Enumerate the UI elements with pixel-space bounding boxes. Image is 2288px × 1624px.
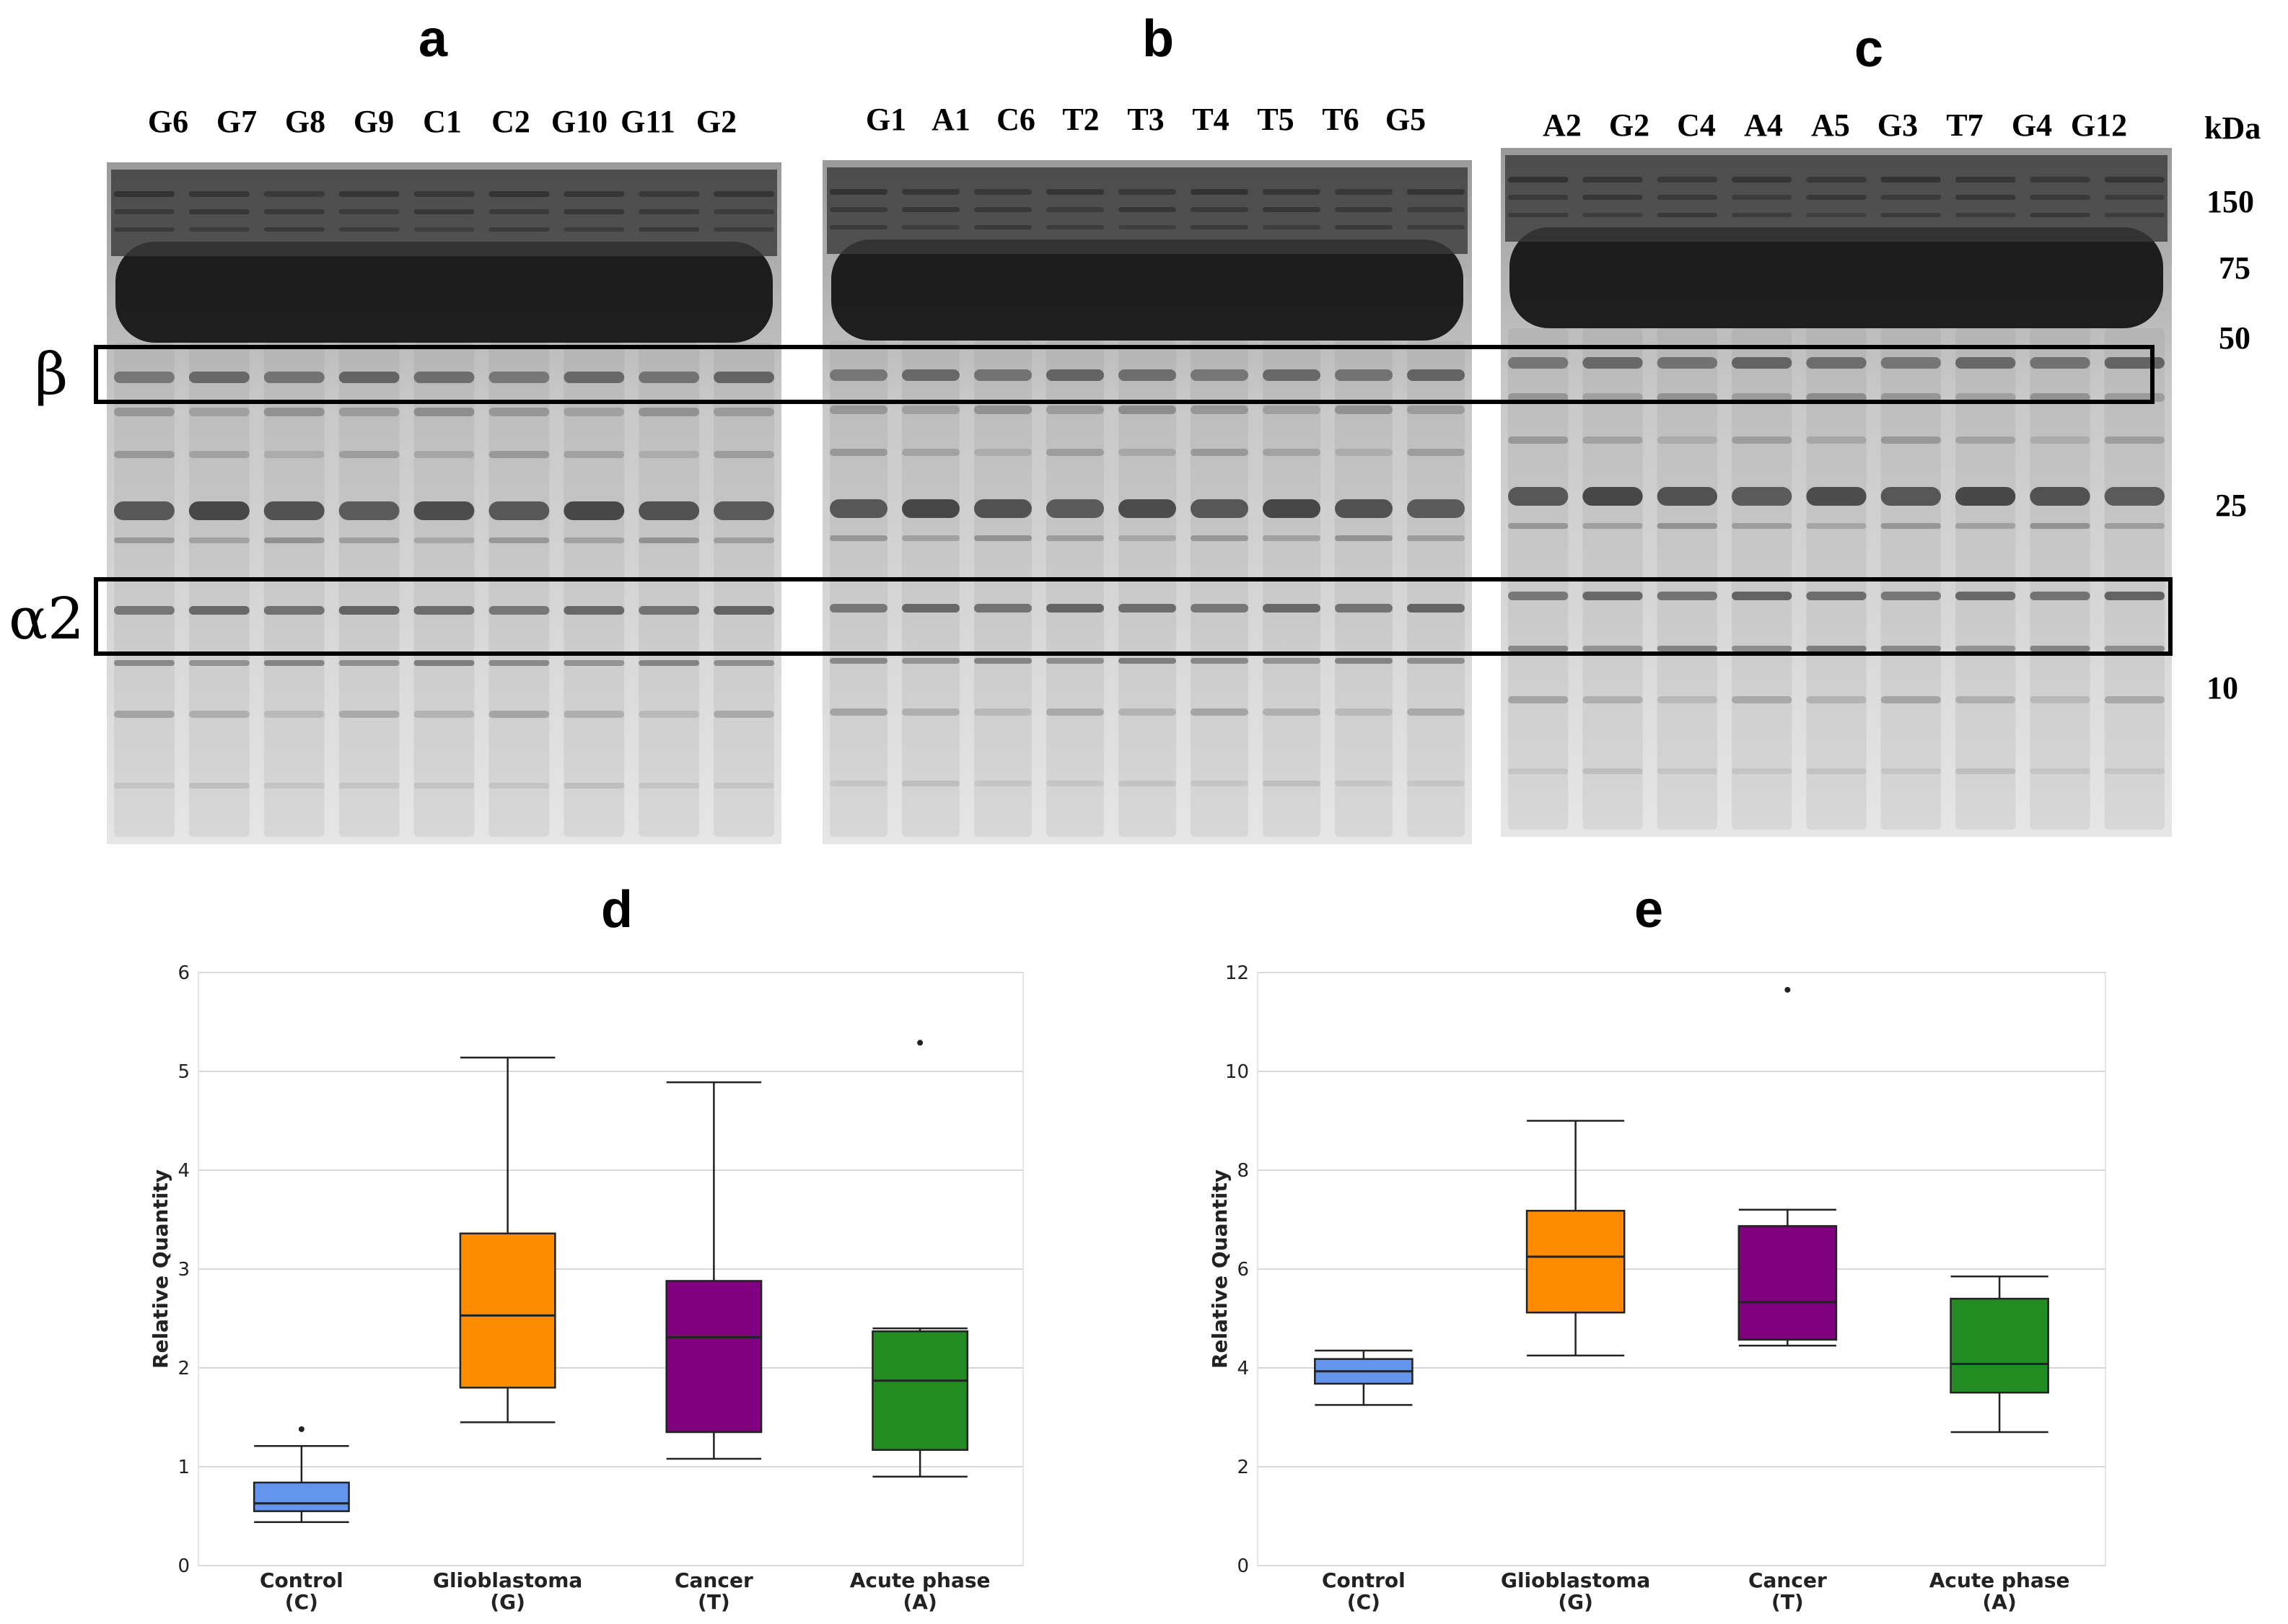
y-tick-label: 12 [1225, 962, 1249, 984]
outlier-point [917, 1040, 924, 1046]
y-tick-label: 2 [177, 1358, 190, 1379]
boxplot-e: 0 2 4 6 8 10 12 Relative Quantity Control(C) Glio… [1208, 962, 2106, 1614]
lane-label: C1 [423, 104, 462, 139]
category-label: Acute phase [850, 1568, 991, 1592]
y-tick-label: 4 [1237, 1358, 1249, 1379]
boxplot-d: 0 1 2 3 4 5 6 Relative Quantity Control(C) Gliobl… [149, 962, 1024, 1614]
box [1525, 1209, 1626, 1314]
gel-image-b [823, 160, 1472, 844]
category-code: (G) [490, 1590, 525, 1614]
y-tick-label: 0 [1237, 1555, 1249, 1577]
lane-label: G7 [216, 104, 257, 139]
marker-150: 150 [2206, 184, 2254, 219]
lane-label: G5 [1385, 102, 1426, 137]
outlier-point [1784, 986, 1791, 993]
lane-label: T3 [1127, 102, 1164, 137]
y-tick-label: 6 [177, 962, 190, 984]
lane-label: G2 [1609, 107, 1649, 143]
y-tick-label: 2 [1237, 1457, 1249, 1478]
box [253, 1481, 350, 1512]
lane-label: T5 [1257, 102, 1294, 137]
lane-label: G8 [285, 104, 325, 139]
panel-letter-d: d [601, 881, 633, 939]
category-label: Control [1322, 1568, 1406, 1592]
marker-10: 10 [2206, 670, 2238, 706]
lane-label: G2 [696, 104, 737, 139]
lane-label: G11 [621, 104, 675, 139]
lane-label: A2 [1543, 107, 1582, 143]
category-code: (C) [1347, 1590, 1380, 1614]
category-label: Glioblastoma [433, 1568, 582, 1592]
box [459, 1232, 556, 1389]
lane-label: A4 [1744, 107, 1783, 143]
lane-label: G12 [2071, 107, 2127, 143]
category-code: (T) [1771, 1590, 1804, 1614]
lane-label: G10 [551, 104, 608, 139]
marker-75: 75 [2219, 250, 2250, 286]
box [665, 1280, 763, 1434]
lane-label: G6 [148, 104, 188, 139]
y-axis-title: Relative Quantity [149, 1169, 172, 1369]
category-label: Glioblastoma [1501, 1568, 1650, 1592]
lane-label: G1 [866, 102, 906, 137]
y-tick-label: 4 [177, 1160, 190, 1182]
box [1737, 1225, 1838, 1341]
beta-label: β [35, 341, 68, 408]
y-axis-title: Relative Quantity [1208, 1169, 1232, 1369]
y-tick-label: 8 [1237, 1160, 1249, 1182]
category-label: Cancer [675, 1568, 753, 1592]
panel-letter-b: b [1142, 10, 1174, 68]
lane-labels-b: G1 A1 C6 T2 T3 T4 T5 T6 G5 [866, 102, 1426, 137]
box [1950, 1297, 2049, 1394]
category-code: (G) [1558, 1590, 1593, 1614]
lane-label: C4 [1677, 107, 1716, 143]
panel-letter-a: a [418, 10, 448, 68]
category-code: (T) [698, 1590, 730, 1614]
lane-label: G3 [1877, 107, 1918, 143]
lane-label: C2 [491, 104, 530, 139]
category-label: Acute phase [1929, 1568, 2070, 1592]
y-tick-label: 5 [177, 1061, 190, 1083]
lane-label: G4 [2012, 107, 2052, 143]
category-code: (A) [1982, 1590, 2016, 1614]
alpha2-band-box [94, 577, 2173, 656]
y-tick-label: 1 [177, 1457, 190, 1478]
panel-letter-c: c [1854, 20, 1883, 78]
lane-label: T7 [1946, 107, 1983, 143]
lane-label: A5 [1811, 107, 1850, 143]
panel-letter-e: e [1634, 881, 1663, 939]
marker-25: 25 [2215, 488, 2247, 523]
y-tick-label: 3 [177, 1259, 190, 1281]
alpha2-label: α2 [9, 585, 84, 652]
category-label: Control [260, 1568, 343, 1592]
category-label: Cancer [1748, 1568, 1827, 1592]
category-code: (A) [903, 1590, 937, 1614]
lane-label: C6 [996, 102, 1035, 137]
category-code: (C) [285, 1590, 318, 1614]
marker-50: 50 [2219, 320, 2250, 356]
lane-label: G9 [354, 104, 394, 139]
marker-unit: kDa [2204, 110, 2261, 146]
y-tick-label: 0 [177, 1555, 190, 1577]
y-tick-label: 10 [1225, 1061, 1249, 1083]
lane-label: A1 [932, 102, 970, 137]
gel-image-c [1501, 148, 2172, 837]
y-tick-label: 6 [1237, 1259, 1249, 1281]
lane-label: T2 [1062, 102, 1099, 137]
beta-band-box [94, 345, 2155, 404]
lane-label: T6 [1322, 102, 1359, 137]
gel-image-a [107, 162, 781, 844]
lane-labels-c: A2 G2 C4 A4 A5 G3 T7 G4 G12 [1543, 107, 2127, 143]
lane-label: T4 [1192, 102, 1229, 137]
outlier-point [298, 1426, 304, 1432]
box [872, 1330, 969, 1451]
lane-labels-a: G6 G7 G8 G9 C1 C2 G10 G11 G2 [148, 104, 737, 139]
